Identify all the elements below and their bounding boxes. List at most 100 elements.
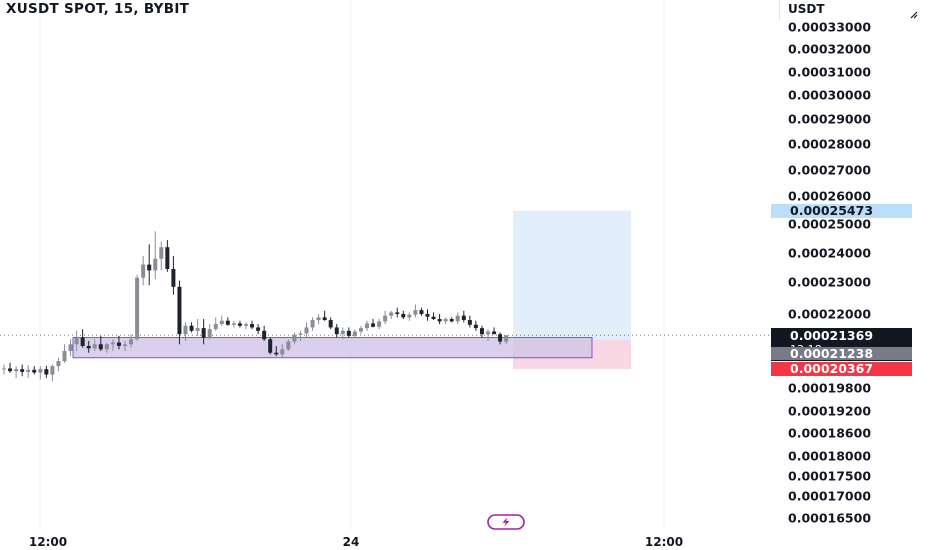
- candle: [419, 307, 424, 316]
- candle-body: [352, 331, 357, 336]
- candle: [455, 312, 460, 325]
- candle-body: [473, 324, 478, 329]
- candle-body: [189, 325, 194, 331]
- candle-body: [340, 330, 345, 335]
- candle-body: [207, 329, 212, 338]
- entry-price-badge: 0.00021238: [771, 347, 912, 360]
- candle: [268, 337, 273, 355]
- candle-body: [231, 323, 236, 325]
- candle-body: [129, 339, 134, 345]
- candle: [141, 255, 146, 286]
- candle-body: [346, 330, 351, 336]
- candle: [92, 339, 97, 351]
- candle: [316, 314, 321, 325]
- zone-rect[interactable]: [72, 337, 593, 359]
- price-axis-label: 0.00030000: [788, 87, 872, 103]
- candle-body: [250, 324, 255, 328]
- price-axis-label: 0.00033000: [788, 19, 872, 35]
- candle-body: [371, 323, 376, 327]
- candles-layer: [2, 231, 509, 382]
- last-price-value: 0.00021369: [790, 328, 874, 343]
- candle: [473, 320, 478, 331]
- candle-body: [256, 327, 261, 331]
- candle-body: [104, 344, 109, 350]
- candle: [183, 322, 188, 341]
- candle: [479, 325, 484, 338]
- candle: [50, 364, 55, 382]
- candle: [20, 364, 25, 377]
- candle-body: [268, 339, 273, 353]
- long-position-tool[interactable]: [513, 210, 631, 369]
- candle: [231, 320, 236, 328]
- candle: [395, 307, 400, 318]
- candle: [352, 329, 357, 338]
- symbol-title[interactable]: XUSDT SPOT, 15, BYBIT: [6, 1, 190, 17]
- candle-body: [68, 344, 73, 351]
- candle-body: [159, 247, 164, 259]
- candle-body: [334, 327, 339, 335]
- candle: [213, 317, 218, 331]
- candle: [159, 241, 164, 271]
- candle-body: [32, 369, 37, 373]
- candle: [80, 329, 85, 348]
- candle-body: [110, 342, 115, 345]
- candle: [135, 274, 140, 341]
- candle: [365, 320, 369, 331]
- candle-body: [437, 319, 442, 322]
- candle: [98, 335, 103, 351]
- time-label: 24: [342, 535, 360, 549]
- candle-body: [377, 321, 382, 327]
- candle-body: [80, 337, 85, 346]
- candle-body: [449, 319, 454, 322]
- price-axis-label: 0.00016500: [788, 510, 872, 526]
- candle-body: [431, 316, 436, 320]
- candle-body: [50, 366, 55, 375]
- price-axis-label: 0.00018600: [788, 425, 872, 441]
- price-axis-label: 0.00025000: [788, 216, 872, 232]
- stop-price-badge: 0.00020367: [771, 362, 912, 376]
- candle: [250, 320, 255, 330]
- candle: [286, 339, 291, 351]
- target-zone[interactable]: [513, 210, 631, 340]
- candle: [129, 334, 134, 348]
- candle: [123, 340, 127, 351]
- candle-body: [92, 344, 97, 349]
- candle-body: [195, 328, 200, 331]
- demand-zone-rectangle[interactable]: [72, 337, 593, 359]
- axis-grip-icon[interactable]: [909, 10, 919, 20]
- candle: [262, 325, 267, 341]
- candle: [292, 332, 297, 345]
- candle-body: [38, 369, 43, 373]
- candle: [328, 317, 333, 330]
- candle: [177, 280, 182, 345]
- price-axis-label: 0.00022000: [788, 306, 872, 322]
- candle: [389, 310, 394, 320]
- price-axis-divider: [779, 0, 780, 20]
- flash-icon[interactable]: [487, 514, 525, 530]
- candle: [32, 366, 37, 375]
- candle: [377, 319, 382, 330]
- candle: [310, 317, 315, 331]
- candle-body: [44, 369, 49, 375]
- candle-body: [123, 344, 127, 346]
- time-label: 12:00: [644, 535, 684, 549]
- candle-body: [2, 368, 6, 370]
- candle: [74, 330, 79, 351]
- candle-body: [147, 264, 152, 271]
- currency-label[interactable]: USDT: [788, 2, 825, 16]
- price-axis-label: 0.00028000: [788, 136, 872, 152]
- candle: [56, 357, 61, 372]
- candle: [334, 324, 339, 338]
- candle-body: [183, 325, 188, 335]
- price-axis-label: 0.00029000: [788, 111, 872, 127]
- candle-body: [237, 323, 242, 326]
- candle-body: [153, 258, 158, 271]
- candle: [225, 317, 230, 326]
- candle-body: [461, 315, 466, 321]
- candle-body: [135, 277, 140, 340]
- candle: [189, 322, 194, 333]
- candle: [298, 330, 303, 341]
- candle-body: [280, 349, 285, 355]
- price-axis-label: 0.00023000: [788, 274, 872, 290]
